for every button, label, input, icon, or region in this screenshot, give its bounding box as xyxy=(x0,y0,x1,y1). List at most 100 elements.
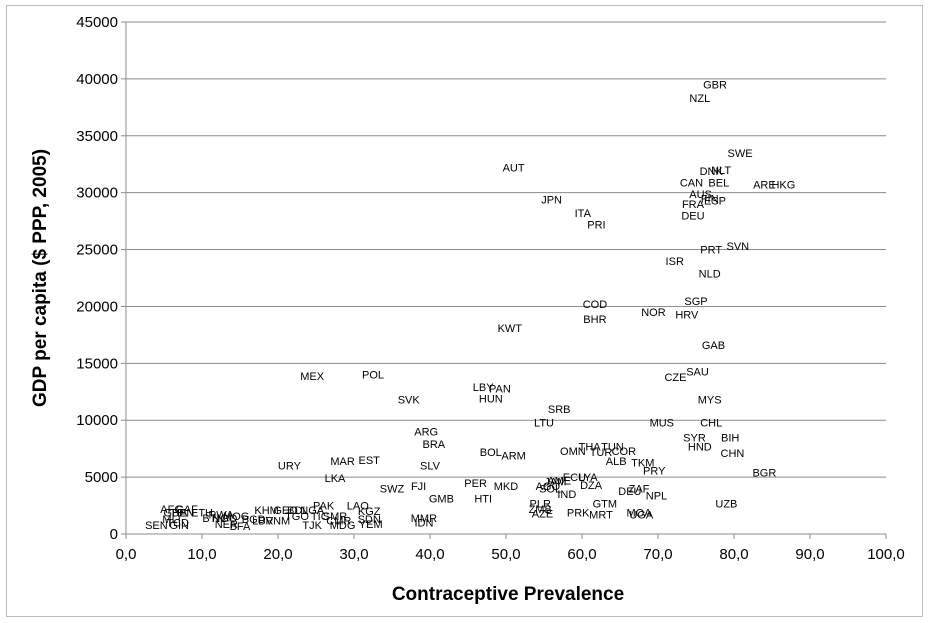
gridlines xyxy=(126,21,886,478)
data-point-label: LBY xyxy=(473,382,494,394)
data-point-label: NER xyxy=(215,519,238,531)
data-point-label: BIH xyxy=(721,432,739,444)
data-point-label: TIC xyxy=(311,511,329,523)
data-point-label: LTU xyxy=(534,417,554,429)
data-point-label: SRB xyxy=(548,404,571,416)
y-tick-label: 45000 xyxy=(76,14,118,31)
data-point-label: DNK xyxy=(700,166,724,178)
data-point-label: BTN xyxy=(202,513,224,525)
data-point-label: IND xyxy=(557,489,576,501)
data-point-label: MLI xyxy=(162,514,180,526)
data-point-label: CMR xyxy=(326,515,351,527)
data-point-label: KGZ xyxy=(358,506,381,518)
y-tick-label: 30000 xyxy=(76,185,118,202)
data-point-label: AFG xyxy=(160,504,183,516)
data-point-label: MRT xyxy=(589,510,613,522)
data-point-label: TCD xyxy=(166,518,189,530)
data-point-label: MEX xyxy=(300,371,325,383)
x-tick-label: 80,0 xyxy=(719,546,748,563)
data-point-label: MUS xyxy=(650,417,674,429)
data-point-label: URY xyxy=(278,461,302,473)
data-point-label: CAF xyxy=(176,504,198,516)
x-tick-label: 70,0 xyxy=(643,546,672,563)
data-point-label: ARG xyxy=(414,427,438,439)
data-point-label: HUN xyxy=(479,394,503,406)
data-point-label: KWT xyxy=(498,323,523,335)
data-point-label: PRK xyxy=(567,507,590,519)
data-point-label: NLT xyxy=(711,165,731,177)
data-point-label: DZA xyxy=(580,480,603,492)
data-point-label: TKM xyxy=(631,457,654,469)
data-point-label: PRI xyxy=(587,220,605,232)
data-point-label: GBR xyxy=(703,80,727,92)
data-point-label: GAB xyxy=(702,340,725,352)
data-point-label: MOA xyxy=(626,507,652,519)
chart-frame xyxy=(6,5,923,617)
y-tick-label: 25000 xyxy=(76,242,118,259)
data-point-label: ETH xyxy=(191,507,213,519)
data-point-label: SYR xyxy=(683,432,706,444)
data-point-label: BOL xyxy=(480,447,502,459)
data-point-label: LAO xyxy=(347,501,369,513)
data-point-label: MKD xyxy=(494,481,519,493)
data-point-label: BHR xyxy=(583,314,606,326)
data-point-label: SMR xyxy=(323,511,348,523)
data-point-label: GIN xyxy=(169,520,189,532)
data-point-label: FIN xyxy=(701,193,719,205)
data-point-label: POL xyxy=(362,370,384,382)
data-point-label: DEU xyxy=(681,210,704,222)
data-point-label: GHA xyxy=(163,507,188,519)
data-point-label: SVK xyxy=(398,395,421,407)
data-point-label: AUT xyxy=(503,163,525,175)
data-point-label: CZE xyxy=(664,372,686,384)
x-tick-label: 10,0 xyxy=(187,546,216,563)
data-point-label: MYS xyxy=(698,395,722,407)
data-point-label: YEM xyxy=(359,519,383,531)
data-point-label: ESP xyxy=(704,196,726,208)
data-point-label: SEN xyxy=(145,520,168,532)
data-point-label: ARM xyxy=(501,450,525,462)
data-point-label: ALB xyxy=(606,456,627,468)
data-point-label: SOL xyxy=(539,483,561,495)
data-point-label: RWA xyxy=(208,510,234,522)
data-point-label: BGD xyxy=(242,514,266,526)
data-point-label: BEL xyxy=(708,177,729,189)
data-point-label: ECU xyxy=(563,472,586,484)
data-point-label: ARE xyxy=(753,180,776,192)
y-tick-label: 0 xyxy=(110,526,118,543)
data-point-label: CHN xyxy=(721,448,745,460)
x-tick-label: 60,0 xyxy=(567,546,596,563)
data-point-label: NGO xyxy=(212,513,238,525)
y-tick-label: 40000 xyxy=(76,71,118,88)
data-point-label: JAM xyxy=(544,477,566,489)
data-point-label: TUR xyxy=(590,447,613,459)
data-point-label: MMR xyxy=(411,513,437,525)
data-point-label: GTM xyxy=(593,498,617,510)
data-point-label: BGR xyxy=(752,468,776,480)
data-point-label: DEU xyxy=(618,486,641,498)
data-point-label: SAU xyxy=(686,366,709,378)
data-point-label: TGO xyxy=(285,511,309,523)
data-point-label: ITA xyxy=(575,208,592,220)
x-tick-labels: 0,0 10,0 20,0 30,0 40,0 50,0 60,0 70,0 80,0 90,0 1… xyxy=(116,546,905,563)
data-point-label: TJK xyxy=(302,520,322,532)
y-tick-label: 35000 xyxy=(76,128,118,145)
data-point-label: OMN xyxy=(560,446,586,458)
x-tick-label: 20,0 xyxy=(263,546,292,563)
data-point-label: ZAF xyxy=(629,483,650,495)
data-point-label: FRA xyxy=(682,199,705,211)
data-point-label: NOR xyxy=(641,307,666,319)
data-point-label: SDN xyxy=(358,514,381,526)
data-point-label: NGA xyxy=(300,505,325,517)
data-point-label: HND xyxy=(688,441,712,453)
data-point-label: COR xyxy=(612,446,637,458)
data-point-label: CHL xyxy=(700,417,722,429)
data-point-label: NPL xyxy=(646,490,667,502)
data-point-label: SLV xyxy=(420,461,441,473)
y-tick-label: 15000 xyxy=(76,355,118,372)
data-point-label: VNM xyxy=(266,515,290,527)
axes xyxy=(121,21,887,539)
data-point-label: UGA xyxy=(629,510,654,522)
x-tick-label: 100,0 xyxy=(867,546,905,563)
data-point-label: CAN xyxy=(680,177,703,189)
